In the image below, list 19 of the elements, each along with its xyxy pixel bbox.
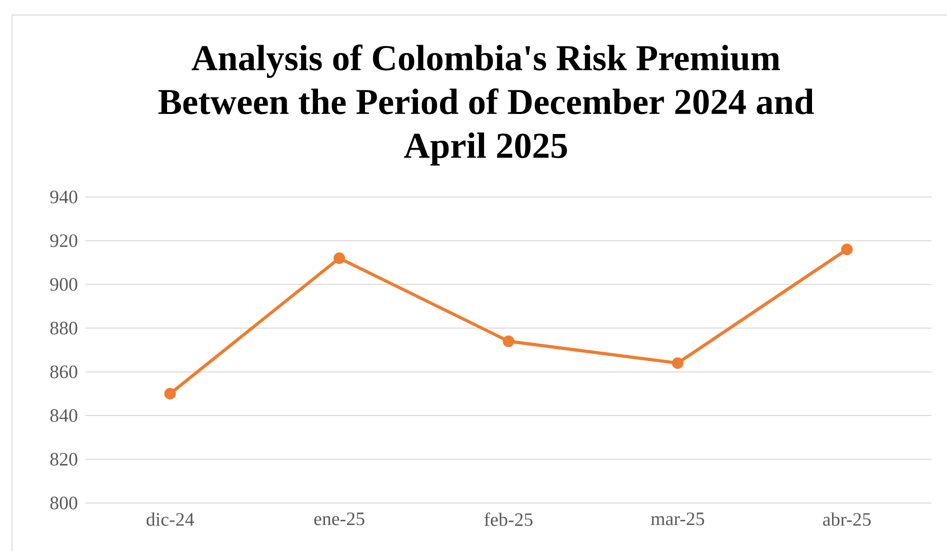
point — [502, 335, 514, 348]
point — [672, 357, 684, 369]
y-tick-label: 860 — [50, 365, 78, 378]
y-tick-label: 880 — [50, 322, 78, 335]
x-tick-label: ene-25 — [314, 512, 364, 526]
point — [164, 388, 176, 400]
x-tick-label: abr-25 — [823, 512, 871, 526]
y-tick-label: 820 — [50, 452, 78, 466]
chart-title: Analysis of Colombia's Risk Premium Between the Period of December 2024 and April 2025 — [158, 44, 814, 166]
y-tick-label: 900 — [50, 278, 78, 291]
x-tick-label: feb-25 — [484, 512, 532, 526]
x-tick-label: dic-24 — [146, 512, 194, 526]
y-tick-label: 840 — [50, 409, 78, 422]
y-tick-label: 920 — [50, 234, 78, 248]
y-tick-label: 800 — [50, 496, 78, 510]
point — [334, 252, 346, 264]
point — [841, 244, 853, 256]
x-tick-label: mar-25 — [650, 512, 704, 526]
y-tick-label: 940 — [50, 190, 78, 204]
